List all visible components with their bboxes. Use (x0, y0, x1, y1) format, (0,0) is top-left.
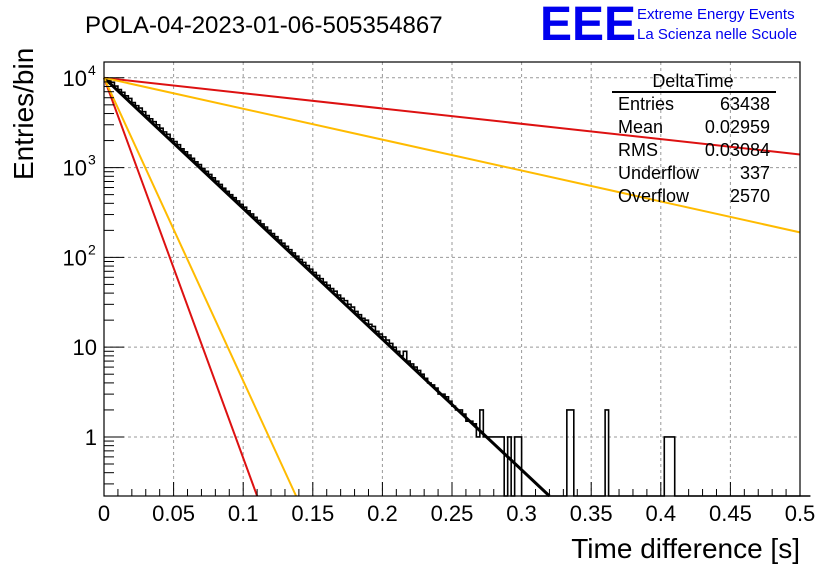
fit-curve (103, 76, 801, 156)
fit-curve (103, 77, 298, 497)
x-tick-label: 0.25 (431, 501, 474, 526)
y-tick-label: 10 (73, 335, 97, 360)
stats-box: DeltaTime Entries 63438 Mean 0.02959 RMS 0.03… (612, 71, 776, 206)
y-axis-label: Entries/bin (8, 48, 39, 180)
x-axis-label: Time difference [s] (571, 533, 800, 564)
stats-row-value: 0.03084 (705, 140, 770, 160)
x-tick-label: 0.05 (152, 501, 195, 526)
x-tick-label: 0 (98, 501, 110, 526)
x-tick-label: 0.35 (570, 501, 613, 526)
x-tick-label: 0.4 (646, 501, 677, 526)
x-tick-label: 0.1 (228, 501, 259, 526)
stats-row-label: Overflow (618, 186, 690, 206)
eee-logo: EEE Extreme Energy Events La Scienza nel… (540, 0, 797, 51)
y-tick-label: 10 (63, 245, 87, 270)
x-tick-label: 0.15 (291, 501, 334, 526)
eee-logo-line2: La Scienza nelle Scuole (637, 26, 797, 43)
grid-lines (104, 62, 800, 496)
y-tick-exponent: 2 (88, 241, 96, 257)
stats-row-value: 337 (740, 163, 770, 183)
y-tick-label: 10 (63, 66, 87, 91)
x-tick-label: 0.5 (785, 501, 816, 526)
y-tick-label: 10 (63, 156, 87, 181)
x-tick-label: 0.2 (367, 501, 398, 526)
y-tick-exponent: 3 (88, 152, 96, 168)
stats-box-title: DeltaTime (652, 71, 733, 91)
y-tick-exponent: 4 (88, 62, 96, 78)
stats-row-label: Mean (618, 117, 663, 137)
stats-row-value: 63438 (720, 94, 770, 114)
stats-row-value: 2570 (730, 186, 770, 206)
plot-frame (103, 61, 801, 497)
stats-row-label: Entries (618, 94, 674, 114)
y-tick-label: 1 (85, 425, 97, 450)
fit-curve (103, 76, 801, 234)
eee-logo-letters: EEE (540, 0, 636, 51)
fit-curves (102, 76, 801, 498)
x-tick-label: 0.45 (709, 501, 752, 526)
fit-curve (103, 77, 259, 497)
axis-ticks: 0 0.05 0.1 0.15 0.2 0.25 0.3 0.35 0.4 0.45 0.5 1 10 1… (63, 62, 816, 526)
x-tick-label: 0.3 (506, 501, 537, 526)
stats-row-label: Underflow (618, 163, 700, 183)
eee-logo-line1: Extreme Energy Events (637, 6, 795, 23)
stats-row-value: 0.02959 (705, 117, 770, 137)
chart-title: POLA-04-2023-01-06-505354867 (85, 12, 443, 39)
stats-row-label: RMS (618, 140, 658, 160)
fit-curve (102, 76, 551, 498)
